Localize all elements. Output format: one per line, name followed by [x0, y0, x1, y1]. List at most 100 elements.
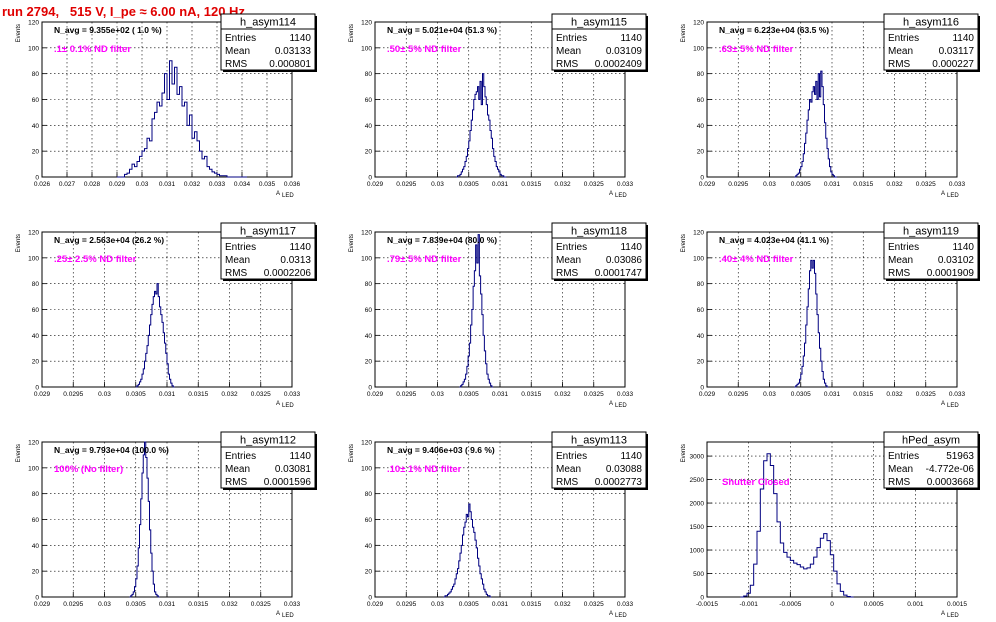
x-tick-label: 0.032: [886, 181, 903, 188]
navg-label: N_avg = 6.223e+04 (63.5 %): [719, 25, 829, 35]
x-tick-label: 0.032: [221, 601, 238, 608]
x-tick-label: 0.032: [554, 391, 571, 398]
y-tick-label: 120: [693, 230, 704, 237]
stats-mean-label: Mean: [556, 255, 581, 266]
x-tick-label: 0.0305: [126, 391, 146, 398]
y-axis-label: Events: [349, 234, 355, 252]
filter-annotation: .63± 5% ND filter: [719, 44, 794, 55]
x-axis-subscript: LED: [615, 613, 627, 619]
filter-annotation: .1± 0.1% ND filter: [54, 44, 131, 55]
stats-box-frame: [551, 13, 647, 71]
stats-box-shadow: [315, 16, 317, 72]
y-axis-label: Events: [349, 444, 355, 462]
x-tick-label: 0.029: [34, 601, 51, 608]
x-tick-label: 0.0305: [791, 391, 811, 398]
stats-mean-value: 0.03133: [275, 46, 312, 57]
stats-box: hPed_asym Entries 51963 Mean -4.772e-06 RMS 0.…: [883, 431, 980, 490]
histogram-panel-h_asym112: 0.029 0.0295 0.03 0.0305 0.031 0.0315 0.032 0.0…: [16, 431, 317, 619]
y-tick-label: 80: [365, 71, 373, 78]
stats-mean-value: 0.03088: [606, 464, 643, 475]
y-tick-label: 20: [365, 359, 373, 366]
y-tick-label: 100: [693, 45, 704, 52]
x-tick-label: 0.029: [34, 391, 51, 398]
y-tick-label: 100: [693, 255, 704, 262]
x-tick-label: 0.031: [159, 391, 176, 398]
histogram-name: h_asym114: [240, 17, 296, 29]
y-tick-label: 100: [28, 45, 39, 52]
x-tick-label: -0.0015: [696, 601, 718, 608]
x-axis-subscript: LED: [615, 403, 627, 409]
stats-box-shadow: [554, 279, 648, 281]
stats-mean-label: Mean: [888, 46, 913, 57]
histogram-panel-h_asym113: 0.029 0.0295 0.03 0.0305 0.031 0.0315 0.032 0.0…: [349, 431, 648, 619]
y-tick-label: 40: [365, 333, 373, 340]
y-tick-label: 40: [697, 123, 705, 130]
y-tick-label: 20: [697, 359, 705, 366]
y-tick-label: 2500: [690, 477, 705, 484]
navg-label: N_avg = 9.355e+02 ( 1.0 %): [54, 25, 162, 35]
y-tick-label: 100: [28, 465, 39, 472]
y-tick-label: 100: [361, 465, 372, 472]
y-tick-label: 40: [697, 333, 705, 340]
stats-rms-label: RMS: [225, 268, 248, 279]
x-tick-label: 0.034: [234, 181, 251, 188]
y-tick-label: 120: [28, 440, 39, 447]
x-tick-label: 0.03: [98, 601, 111, 608]
y-tick-label: 100: [361, 45, 372, 52]
stats-entries-label: Entries: [556, 33, 587, 44]
stats-mean-label: Mean: [556, 46, 581, 57]
stats-rms-label: RMS: [556, 268, 579, 279]
x-tick-label: 0.0315: [853, 181, 873, 188]
stats-box-frame: [220, 222, 316, 280]
histogram-panel-h_asym117: 0.029 0.0295 0.03 0.0305 0.031 0.0315 0.032 0.0…: [16, 222, 317, 409]
stats-rms-value: 0.0002409: [595, 59, 643, 70]
stats-mean-value: 0.03109: [606, 46, 643, 57]
y-tick-label: 20: [365, 569, 373, 576]
stats-box: h_asym115 Entries 1140 Mean 0.03109 RMS 0.0002…: [551, 13, 648, 72]
y-tick-label: 20: [32, 149, 40, 156]
stats-box-frame: [551, 431, 647, 489]
y-tick-label: 40: [32, 543, 40, 550]
x-tick-label: 0.029: [367, 391, 384, 398]
y-tick-label: 80: [32, 281, 40, 288]
histogram-line: [794, 70, 837, 178]
x-tick-label: 0.0305: [126, 601, 146, 608]
x-tick-label: 0.031: [824, 391, 841, 398]
x-tick-label: 0.031: [824, 181, 841, 188]
stats-entries-label: Entries: [225, 451, 256, 462]
x-tick-label: 0.0005: [864, 601, 884, 608]
x-tick-label: 0.027: [59, 181, 76, 188]
histogram-panel-h_asym116: 0.029 0.0295 0.03 0.0305 0.031 0.0315 0.032 0.0…: [681, 13, 980, 199]
stats-mean-label: Mean: [888, 464, 913, 475]
histogram-name: hPed_asym: [902, 435, 960, 447]
y-tick-label: 0: [700, 385, 704, 392]
histogram-panel-h_asym114: 0.026 0.027 0.028 0.029 0.03 0.031 0.032 0.033 0…: [16, 13, 317, 199]
x-tick-label: 0.033: [284, 601, 301, 608]
y-tick-label: 80: [365, 281, 373, 288]
x-tick-label: 0.0295: [728, 181, 748, 188]
stats-box-shadow: [886, 488, 980, 490]
stats-rms-label: RMS: [225, 59, 248, 70]
stats-entries-value: 1140: [289, 33, 311, 44]
y-axis-label: Events: [681, 24, 687, 42]
histogram-line: [794, 259, 829, 388]
y-tick-label: 40: [32, 333, 40, 340]
stats-entries-label: Entries: [556, 242, 587, 253]
y-tick-label: 120: [693, 20, 704, 27]
histogram-panel-h_asym118: 0.029 0.0295 0.03 0.0305 0.031 0.0315 0.032 0.0…: [349, 222, 648, 409]
y-tick-label: 120: [361, 440, 372, 447]
x-tick-label: 0.0315: [521, 391, 541, 398]
x-tick-label: 0: [830, 601, 834, 608]
stats-rms-label: RMS: [888, 477, 911, 488]
y-tick-label: 3000: [690, 454, 705, 461]
x-tick-label: 0.0295: [396, 601, 416, 608]
histogram-line: [135, 283, 175, 388]
histogram-name: h_asym117: [240, 226, 296, 238]
x-axis-label: A: [941, 401, 945, 407]
y-tick-label: 60: [32, 517, 40, 524]
x-axis-label: A: [609, 611, 613, 617]
filter-annotation: .40± 4% ND filter: [719, 254, 794, 265]
x-tick-label: 0.033: [617, 601, 634, 608]
stats-entries-value: 1140: [620, 33, 642, 44]
